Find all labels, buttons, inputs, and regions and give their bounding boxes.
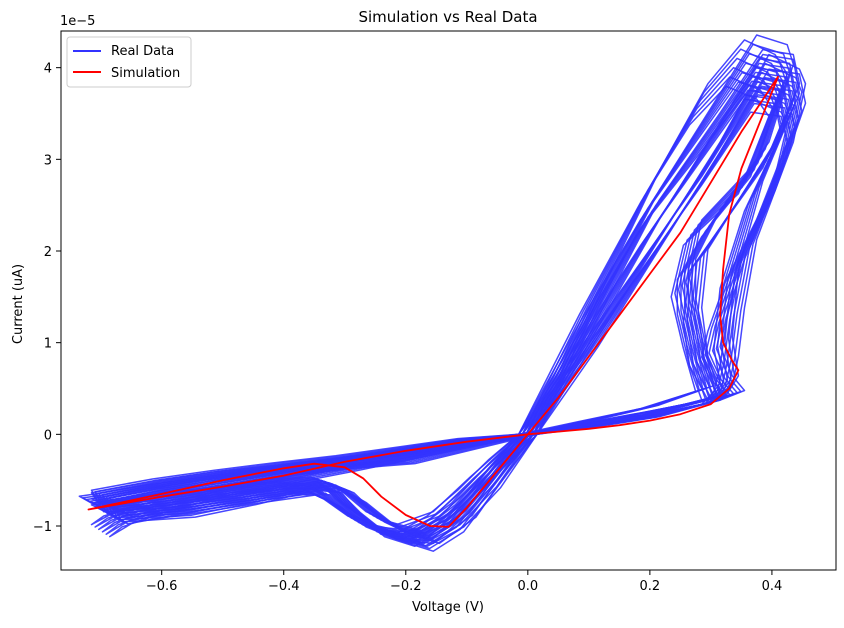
real-data-line-cycle-5-4 <box>105 57 797 542</box>
real-data-line-cycle-0-0 <box>78 98 788 534</box>
real-data-line-cycle-3-3 <box>101 57 781 542</box>
real-data-line-cycle-3-2 <box>98 66 777 540</box>
x-axis-label: Voltage (V) <box>412 600 484 615</box>
plot-area <box>78 34 807 552</box>
x-axis-ticks: −0.6 −0.4 −0.2 0.0 0.2 0.4 <box>146 570 782 594</box>
y-tick-label: 3 <box>44 153 52 168</box>
y-tick-label: 4 <box>44 62 52 77</box>
real-data-line-cycle-3-4 <box>105 48 785 545</box>
legend-real-data-label: Real Data <box>111 44 174 59</box>
y-tick-label: −1 <box>33 520 52 535</box>
y-tick-label: 1 <box>44 337 52 352</box>
x-tick-label: −0.6 <box>146 579 178 594</box>
real-data-line-cycle-3-0 <box>90 85 770 534</box>
chart-title: Simulation vs Real Data <box>358 8 537 26</box>
real-data-line-cycle-5-3 <box>101 66 793 540</box>
real-data-line-cycle-3-1 <box>94 76 774 537</box>
x-tick-label: 0.0 <box>517 579 538 594</box>
legend-simulation-label: Simulation <box>111 66 180 81</box>
x-tick-label: 0.4 <box>762 579 783 594</box>
real-data-line-cycle-5-5 <box>109 48 801 545</box>
x-tick-label: −0.2 <box>390 579 422 594</box>
x-tick-label: 0.2 <box>640 579 661 594</box>
legend-box <box>66 36 192 88</box>
real-data-line-cycle-5-2 <box>98 76 790 537</box>
y-offset-text: 1e−5 <box>60 14 95 29</box>
real-data-line-cycle-5-1 <box>94 85 786 534</box>
y-axis-label: Current (uA) <box>11 264 26 344</box>
y-tick-label: 2 <box>44 245 52 260</box>
y-axis-ticks: −1 0 1 2 3 4 <box>33 62 61 535</box>
plot-frame <box>60 30 837 571</box>
x-tick-label: −0.4 <box>268 579 300 594</box>
legend: Real Data Simulation <box>66 36 192 88</box>
y-tick-label: 0 <box>44 428 52 443</box>
simulation-line <box>87 75 779 528</box>
